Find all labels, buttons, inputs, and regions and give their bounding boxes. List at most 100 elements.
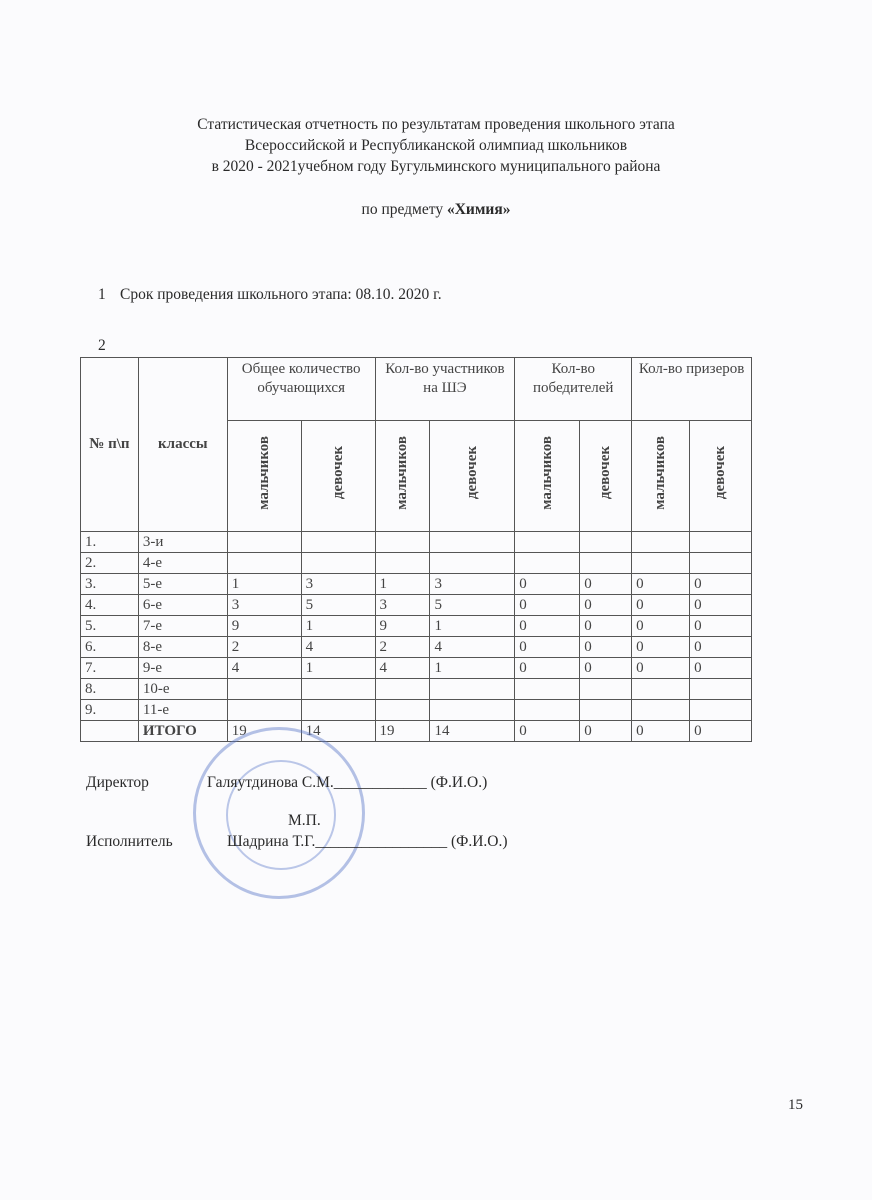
table-cell: 5 bbox=[300, 594, 376, 616]
table-cell: 6-е bbox=[137, 594, 228, 616]
header-sub: девочек bbox=[579, 420, 633, 532]
table-row: 1. 3-и bbox=[80, 531, 752, 553]
table-cell: 4 bbox=[226, 657, 302, 679]
table-cell: 3. bbox=[80, 573, 139, 595]
table-cell: 0 bbox=[631, 657, 691, 679]
table-cell: 6. bbox=[80, 636, 139, 658]
header-class: классы bbox=[137, 357, 228, 532]
table-cell bbox=[374, 699, 431, 721]
table-cell: 2. bbox=[80, 552, 139, 574]
table-row: 3. 5-е 1 3 1 3 0 0 0 0 bbox=[80, 573, 752, 595]
executor-line: Исполнитель Шадрина Т.Г.________________… bbox=[86, 833, 508, 850]
table-cell: 0 bbox=[689, 636, 752, 658]
table-cell: 0 bbox=[514, 636, 581, 658]
table-cell: 0 bbox=[579, 594, 633, 616]
table-cell bbox=[300, 678, 376, 700]
table-cell: 4. bbox=[80, 594, 139, 616]
table-row: 5. 7-е 9 1 9 1 0 0 0 0 bbox=[80, 615, 752, 637]
table-row: 4. 6-е 3 5 3 5 0 0 0 0 bbox=[80, 594, 752, 616]
table-cell: 7-е bbox=[137, 615, 228, 637]
table-cell: 5 bbox=[429, 594, 516, 616]
table-cell bbox=[300, 552, 376, 574]
table-cell: 3 bbox=[226, 594, 302, 616]
table-cell: 0 bbox=[631, 573, 691, 595]
table-cell: 1 bbox=[226, 573, 302, 595]
table-cell: 4 bbox=[300, 636, 376, 658]
table-cell: 0 bbox=[579, 657, 633, 679]
table-cell: 10-е bbox=[137, 678, 228, 700]
table-cell: 3 bbox=[429, 573, 516, 595]
table-cell bbox=[579, 699, 633, 721]
table-cell bbox=[689, 531, 752, 553]
header-sub: девочек bbox=[689, 420, 752, 532]
table-cell: 0 bbox=[579, 720, 633, 742]
table-cell bbox=[514, 552, 581, 574]
header-sub: мальчиков bbox=[631, 420, 691, 532]
subject-line: по предмету «Химия» bbox=[361, 201, 511, 218]
document-title: Статистическая отчетность по результатам… bbox=[197, 116, 675, 175]
list-item: 2 bbox=[98, 337, 106, 354]
page-number: 15 bbox=[788, 1097, 803, 1113]
table-cell: 0 bbox=[689, 657, 752, 679]
table-cell bbox=[374, 552, 431, 574]
table-cell: 4-е bbox=[137, 552, 228, 574]
table-cell: 0 bbox=[689, 720, 752, 742]
table-cell: 0 bbox=[689, 615, 752, 637]
director-line: Директор Галяутдинова С.М.____________ (… bbox=[86, 774, 488, 791]
table-cell: 0 bbox=[579, 573, 633, 595]
table-cell bbox=[374, 678, 431, 700]
table-cell: 0 bbox=[631, 636, 691, 658]
header-num: № п\п bbox=[80, 357, 139, 532]
table-cell: 0 bbox=[514, 657, 581, 679]
table-row: 8. 10-е bbox=[80, 678, 752, 700]
table-cell bbox=[631, 699, 691, 721]
table-cell: 3 bbox=[374, 594, 431, 616]
table-cell: 9. bbox=[80, 699, 139, 721]
table-cell bbox=[579, 552, 633, 574]
table-cell: 3 bbox=[300, 573, 376, 595]
table-cell: 0 bbox=[514, 615, 581, 637]
stamp-place-label: М.П. bbox=[288, 812, 321, 829]
table-cell bbox=[631, 678, 691, 700]
table-cell: 5-е bbox=[137, 573, 228, 595]
header-group: Кол-во призеров bbox=[631, 357, 752, 421]
list-item: 1 Срок проведения школьного этапа: 08.10.… bbox=[98, 286, 442, 303]
table-cell: 0 bbox=[631, 720, 691, 742]
table-cell: 1 bbox=[429, 615, 516, 637]
table-cell: 4 bbox=[429, 636, 516, 658]
table-cell bbox=[514, 531, 581, 553]
header-group: Общее количество обучающихся bbox=[226, 357, 376, 421]
table-row: 6. 8-е 2 4 2 4 0 0 0 0 bbox=[80, 636, 752, 658]
table-cell: ИТОГО bbox=[137, 720, 228, 742]
header-group: Кол-во участников на ШЭ bbox=[374, 357, 516, 421]
table-cell bbox=[429, 678, 516, 700]
table-cell: 19 bbox=[374, 720, 431, 742]
table-cell bbox=[429, 699, 516, 721]
table-cell: 0 bbox=[514, 720, 581, 742]
table-cell: 1. bbox=[80, 531, 139, 553]
table-cell: 1 bbox=[300, 615, 376, 637]
table-cell: 1 bbox=[300, 657, 376, 679]
table-cell: 1 bbox=[429, 657, 516, 679]
header-group: Кол-во победителей bbox=[514, 357, 633, 421]
table-cell bbox=[300, 699, 376, 721]
table-cell bbox=[514, 699, 581, 721]
table-cell bbox=[631, 531, 691, 553]
table-cell bbox=[226, 552, 302, 574]
table-cell: 5. bbox=[80, 615, 139, 637]
table-cell bbox=[689, 552, 752, 574]
header-sub: девочек bbox=[429, 420, 516, 532]
header-sub: девочек bbox=[300, 420, 376, 532]
table-cell: 2 bbox=[374, 636, 431, 658]
table-cell: 0 bbox=[579, 615, 633, 637]
header-sub: мальчиков bbox=[226, 420, 302, 532]
table-cell: 7. bbox=[80, 657, 139, 679]
header-sub: мальчиков bbox=[514, 420, 581, 532]
table-cell bbox=[579, 678, 633, 700]
table-cell: 11-е bbox=[137, 699, 228, 721]
table-row: 7. 9-е 4 1 4 1 0 0 0 0 bbox=[80, 657, 752, 679]
table-cell bbox=[226, 531, 302, 553]
table-cell bbox=[226, 699, 302, 721]
stats-table: № п\п классы Общее количество обучающихс… bbox=[80, 357, 752, 742]
